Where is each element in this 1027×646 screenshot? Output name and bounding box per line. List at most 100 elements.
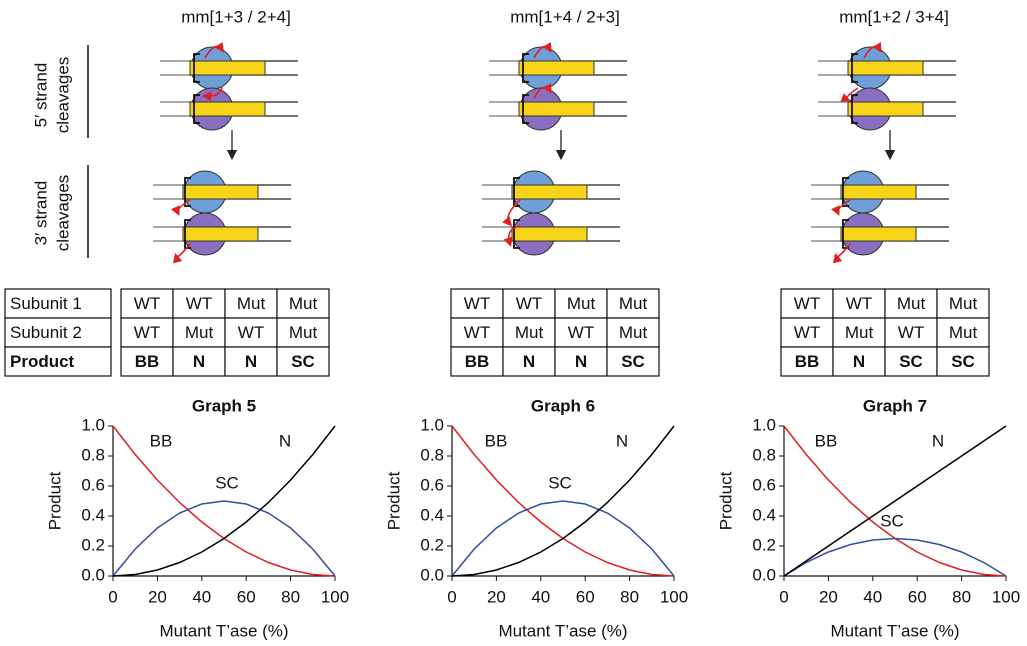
y-tick-label: 0.6 bbox=[752, 475, 776, 494]
table-cell bbox=[884, 317, 938, 348]
series-line bbox=[451, 500, 675, 577]
bracket bbox=[184, 177, 191, 207]
y-axis-label: Product bbox=[45, 471, 64, 530]
table-cell-text: Mut bbox=[845, 323, 874, 342]
cleavage-arrow bbox=[533, 83, 552, 99]
y-tick-label: 0.0 bbox=[752, 565, 776, 584]
table-cell bbox=[554, 288, 608, 319]
x-tick-label: 20 bbox=[487, 587, 506, 606]
table-cell-text: SC bbox=[291, 352, 315, 371]
x-tick-label: 100 bbox=[660, 587, 688, 606]
series-line bbox=[783, 425, 1007, 577]
series-label: BB bbox=[485, 431, 508, 450]
series-line bbox=[783, 537, 1007, 577]
x-tick-label: 0 bbox=[779, 587, 788, 606]
y-tick-label: 0.8 bbox=[420, 445, 444, 464]
series-label: SC bbox=[548, 473, 572, 492]
table-cell-text: SC bbox=[621, 352, 645, 371]
table-cell-text: WT bbox=[186, 294, 212, 313]
y-axis-label: Product bbox=[716, 471, 735, 530]
series-line bbox=[112, 500, 336, 577]
table-cell-text: SC bbox=[899, 352, 923, 371]
table-cell-text: N bbox=[575, 352, 587, 371]
table-cell-text: WT bbox=[898, 323, 924, 342]
side-label: cleavages bbox=[53, 57, 72, 134]
y-tick-label: 0.6 bbox=[420, 475, 444, 494]
table-cell bbox=[606, 346, 660, 377]
table-cell bbox=[884, 346, 938, 377]
row-label: Subunit 1 bbox=[10, 294, 82, 313]
table-cell bbox=[224, 288, 278, 319]
table-cell bbox=[276, 346, 330, 377]
protein-domain bbox=[518, 101, 595, 117]
panel-title: mm[1+3 / 2+4] bbox=[181, 7, 291, 26]
bracket bbox=[193, 53, 200, 83]
y-tick-label: 0.4 bbox=[420, 505, 444, 524]
table-cell-text: BB bbox=[795, 352, 820, 371]
table-cell bbox=[780, 346, 834, 377]
table-cell bbox=[554, 317, 608, 348]
panel-title: mm[1+2 / 3+4] bbox=[839, 7, 949, 26]
cleavage-arrow bbox=[172, 243, 191, 264]
cleavage-arrow bbox=[201, 85, 223, 102]
panel-title: mm[1+4 / 2+3] bbox=[510, 7, 620, 26]
table-cell bbox=[936, 346, 990, 377]
table-cell bbox=[884, 288, 938, 319]
table-cell-text: Mut bbox=[185, 323, 214, 342]
bracket bbox=[842, 177, 849, 207]
y-tick-label: 0.0 bbox=[81, 565, 105, 584]
cleavage-arrow bbox=[204, 42, 224, 59]
table-cell bbox=[502, 288, 556, 319]
bracket bbox=[184, 219, 191, 249]
table-cell-text: N bbox=[853, 352, 865, 371]
table-cell bbox=[554, 346, 608, 377]
table-cell-text: WT bbox=[464, 323, 490, 342]
table-cell-text: WT bbox=[568, 323, 594, 342]
x-axis-label: Mutant T’ase (%) bbox=[159, 621, 288, 640]
protein-domain bbox=[518, 60, 595, 76]
y-tick-label: 0.0 bbox=[420, 565, 444, 584]
y-tick-label: 0.2 bbox=[81, 535, 105, 554]
bracket bbox=[522, 94, 529, 124]
series-label: BB bbox=[150, 431, 173, 450]
table-cell-text: Mut bbox=[619, 323, 648, 342]
chart-title: Graph 7 bbox=[863, 396, 927, 415]
table-cell-text: N bbox=[523, 352, 535, 371]
chart-title: Graph 5 bbox=[192, 396, 256, 415]
x-tick-label: 40 bbox=[863, 587, 882, 606]
table-cell-text: Mut bbox=[289, 323, 318, 342]
protein-domain bbox=[847, 60, 924, 76]
protein-domain bbox=[840, 184, 917, 200]
cleavage-arrow bbox=[533, 42, 552, 59]
protein-domain bbox=[182, 184, 259, 200]
table-cell bbox=[502, 346, 556, 377]
table-cell bbox=[606, 288, 660, 319]
cleavage-arrow bbox=[503, 225, 521, 248]
x-tick-label: 20 bbox=[148, 587, 167, 606]
bracket bbox=[851, 94, 858, 124]
x-tick-label: 40 bbox=[192, 587, 211, 606]
table-cell bbox=[224, 346, 278, 377]
protein-domain bbox=[511, 226, 588, 242]
x-axis-label: Mutant T’ase (%) bbox=[830, 621, 959, 640]
x-axis-label: Mutant T’ase (%) bbox=[498, 621, 627, 640]
table-cell bbox=[276, 317, 330, 348]
cleavage-arrow bbox=[831, 199, 851, 216]
series-label: N bbox=[279, 431, 291, 450]
y-tick-label: 0.8 bbox=[752, 445, 776, 464]
table-cell bbox=[172, 288, 226, 319]
table-cell-text: WT bbox=[516, 294, 542, 313]
table-cell-text: BB bbox=[135, 352, 160, 371]
row-label: Subunit 2 bbox=[10, 323, 82, 342]
cleavage-arrow bbox=[832, 243, 851, 264]
table-cell-text: Mut bbox=[619, 294, 648, 313]
y-tick-label: 1.0 bbox=[420, 415, 444, 434]
protein-domain bbox=[840, 226, 917, 242]
protein-domain bbox=[182, 226, 259, 242]
table-cell-text: Mut bbox=[567, 294, 596, 313]
side-label: 3′ strand bbox=[31, 181, 50, 246]
side-label: 5′ strand bbox=[31, 63, 50, 128]
cleavage-arrow bbox=[502, 199, 521, 227]
bracket bbox=[193, 94, 200, 124]
